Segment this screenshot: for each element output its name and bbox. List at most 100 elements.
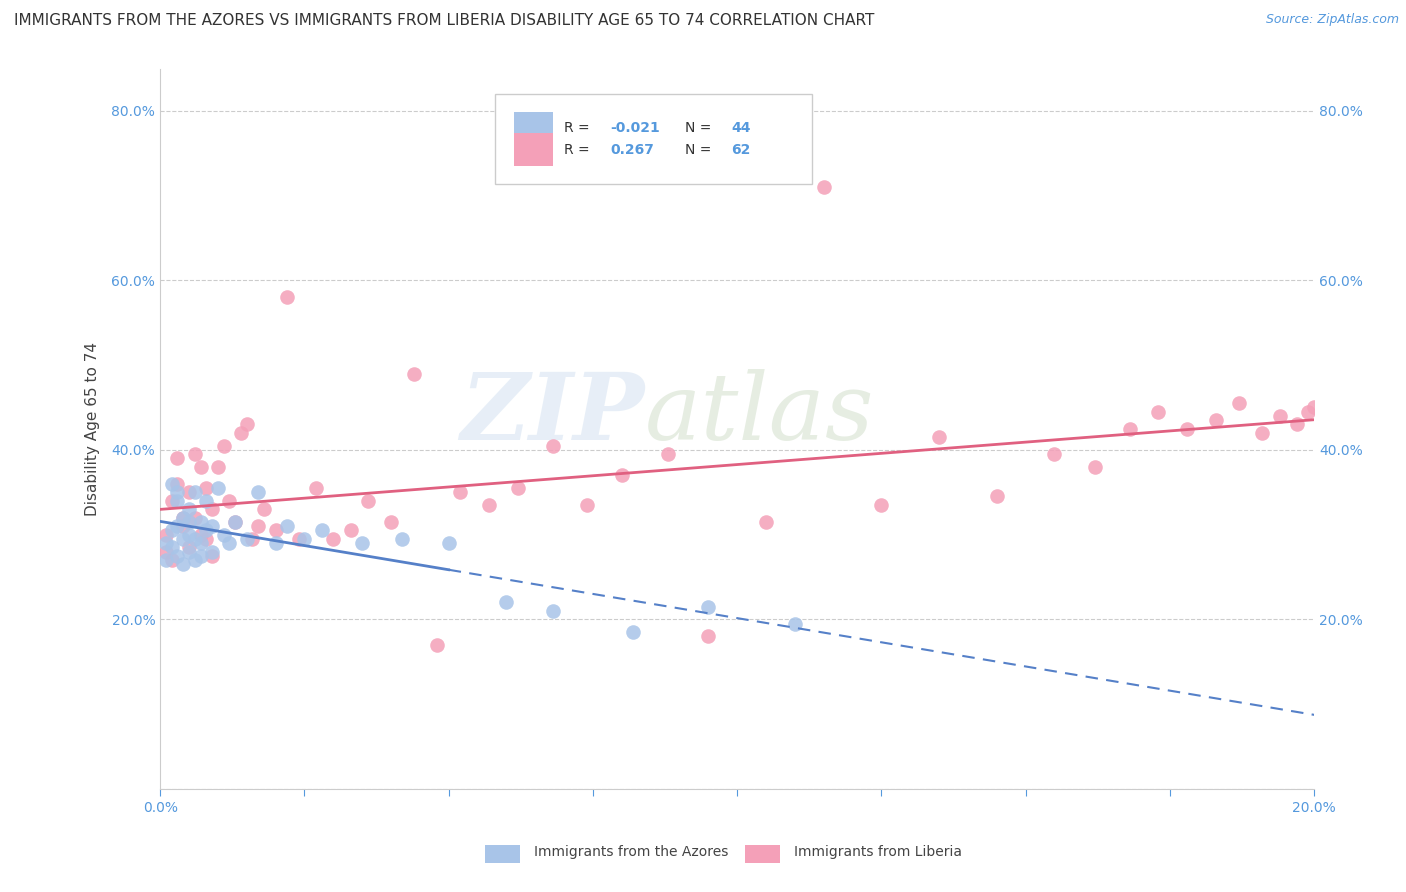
Text: N =: N = — [685, 143, 716, 157]
Point — [160, 553, 183, 567]
Point — [184, 447, 207, 461]
Point — [1303, 401, 1326, 415]
Point — [1268, 409, 1291, 423]
Point — [201, 502, 224, 516]
Point — [201, 519, 224, 533]
Point — [928, 430, 950, 444]
Point — [1298, 405, 1320, 419]
Point — [311, 524, 333, 538]
Point — [172, 558, 194, 572]
Point — [495, 595, 517, 609]
Point — [1251, 425, 1274, 440]
Point — [184, 485, 207, 500]
Point — [160, 541, 183, 555]
Point — [201, 544, 224, 558]
Point — [184, 510, 207, 524]
Point — [1227, 396, 1250, 410]
Point — [783, 616, 806, 631]
Point — [155, 553, 177, 567]
Point — [166, 519, 188, 533]
Point — [207, 481, 229, 495]
Point — [506, 481, 529, 495]
Point — [264, 524, 287, 538]
Point — [195, 481, 218, 495]
Text: R =: R = — [564, 121, 595, 135]
Point — [224, 515, 246, 529]
Point — [190, 527, 212, 541]
Point — [166, 485, 188, 500]
Text: IMMIGRANTS FROM THE AZORES VS IMMIGRANTS FROM LIBERIA DISABILITY AGE 65 TO 74 CO: IMMIGRANTS FROM THE AZORES VS IMMIGRANTS… — [14, 13, 875, 29]
Point — [212, 439, 235, 453]
Point — [813, 180, 835, 194]
Point — [207, 459, 229, 474]
Point — [287, 532, 309, 546]
Point — [177, 544, 200, 558]
Point — [190, 549, 212, 563]
FancyBboxPatch shape — [495, 94, 813, 184]
Point — [184, 532, 207, 546]
Point — [541, 604, 564, 618]
Point — [172, 532, 194, 546]
Point — [1147, 405, 1170, 419]
Point — [177, 502, 200, 516]
Point — [697, 599, 720, 614]
Point — [166, 549, 188, 563]
Point — [218, 493, 240, 508]
Point — [155, 527, 177, 541]
Point — [177, 527, 200, 541]
Text: Immigrants from Liberia: Immigrants from Liberia — [794, 845, 962, 859]
Point — [201, 549, 224, 563]
Point — [184, 553, 207, 567]
Point — [235, 532, 257, 546]
Point — [437, 536, 460, 550]
Point — [247, 519, 270, 533]
Point — [229, 425, 252, 440]
Point — [190, 515, 212, 529]
Point — [1118, 422, 1140, 436]
Point — [160, 493, 183, 508]
Point — [195, 493, 218, 508]
Point — [172, 510, 194, 524]
Point — [172, 510, 194, 524]
Point — [218, 536, 240, 550]
Point — [172, 519, 194, 533]
FancyBboxPatch shape — [515, 112, 553, 145]
Point — [352, 536, 374, 550]
Text: 62: 62 — [731, 143, 751, 157]
Point — [657, 447, 679, 461]
Point — [177, 485, 200, 500]
Point — [322, 532, 344, 546]
Point — [155, 536, 177, 550]
Point — [292, 532, 315, 546]
Point — [1084, 459, 1107, 474]
Point — [610, 468, 633, 483]
Text: -0.021: -0.021 — [610, 121, 659, 135]
Point — [160, 476, 183, 491]
Point — [426, 638, 449, 652]
Point — [190, 459, 212, 474]
Point — [449, 485, 471, 500]
Point — [177, 541, 200, 555]
Point — [155, 544, 177, 558]
Point — [305, 481, 328, 495]
Text: ZIP: ZIP — [461, 369, 645, 459]
Y-axis label: Disability Age 65 to 74: Disability Age 65 to 74 — [86, 342, 100, 516]
Point — [576, 498, 599, 512]
Point — [870, 498, 893, 512]
Text: 0.267: 0.267 — [610, 143, 654, 157]
Point — [986, 490, 1008, 504]
Point — [224, 515, 246, 529]
Point — [195, 524, 218, 538]
Point — [697, 629, 720, 643]
Point — [160, 524, 183, 538]
Point — [195, 532, 218, 546]
Text: 44: 44 — [731, 121, 751, 135]
Point — [541, 439, 564, 453]
Point — [190, 536, 212, 550]
Point — [1175, 422, 1198, 436]
Point — [402, 367, 425, 381]
Text: N =: N = — [685, 121, 716, 135]
Point — [478, 498, 501, 512]
Point — [235, 417, 257, 432]
Point — [212, 527, 235, 541]
